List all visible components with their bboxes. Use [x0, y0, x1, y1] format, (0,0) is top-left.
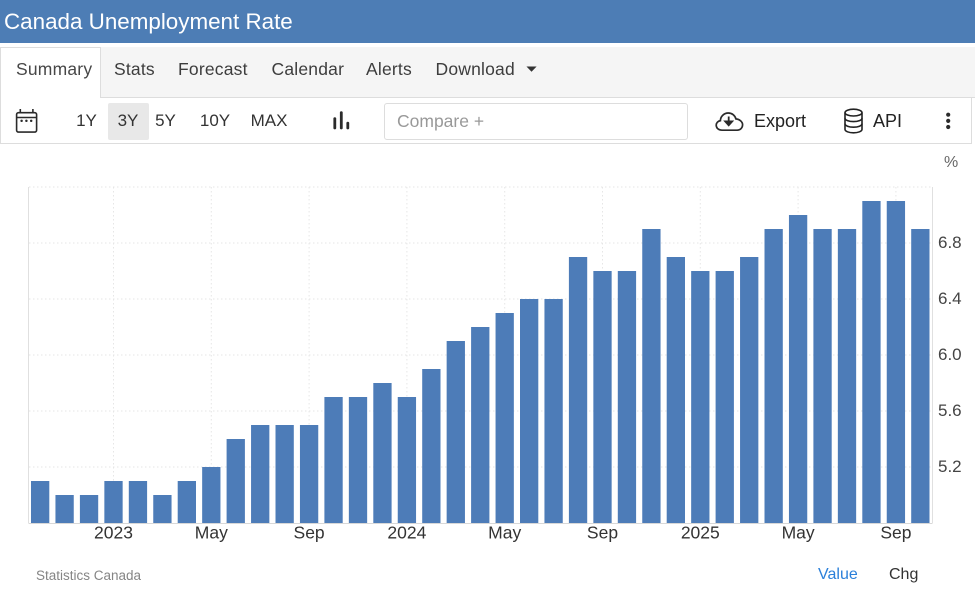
svg-text:2023: 2023	[94, 523, 133, 543]
svg-text:May: May	[195, 523, 228, 543]
svg-text:Sep: Sep	[587, 523, 618, 543]
svg-text:%: %	[944, 154, 958, 171]
svg-text:5.2: 5.2	[938, 457, 962, 476]
svg-text:Sep: Sep	[880, 523, 911, 543]
svg-text:6.4: 6.4	[938, 289, 962, 308]
svg-text:May: May	[488, 523, 521, 543]
svg-text:2025: 2025	[681, 523, 720, 543]
svg-text:6.0: 6.0	[938, 345, 962, 364]
svg-text:May: May	[782, 523, 815, 543]
svg-text:2024: 2024	[387, 523, 426, 543]
svg-text:5.6: 5.6	[938, 401, 962, 420]
svg-text:6.8: 6.8	[938, 233, 962, 252]
svg-text:Sep: Sep	[294, 523, 325, 543]
